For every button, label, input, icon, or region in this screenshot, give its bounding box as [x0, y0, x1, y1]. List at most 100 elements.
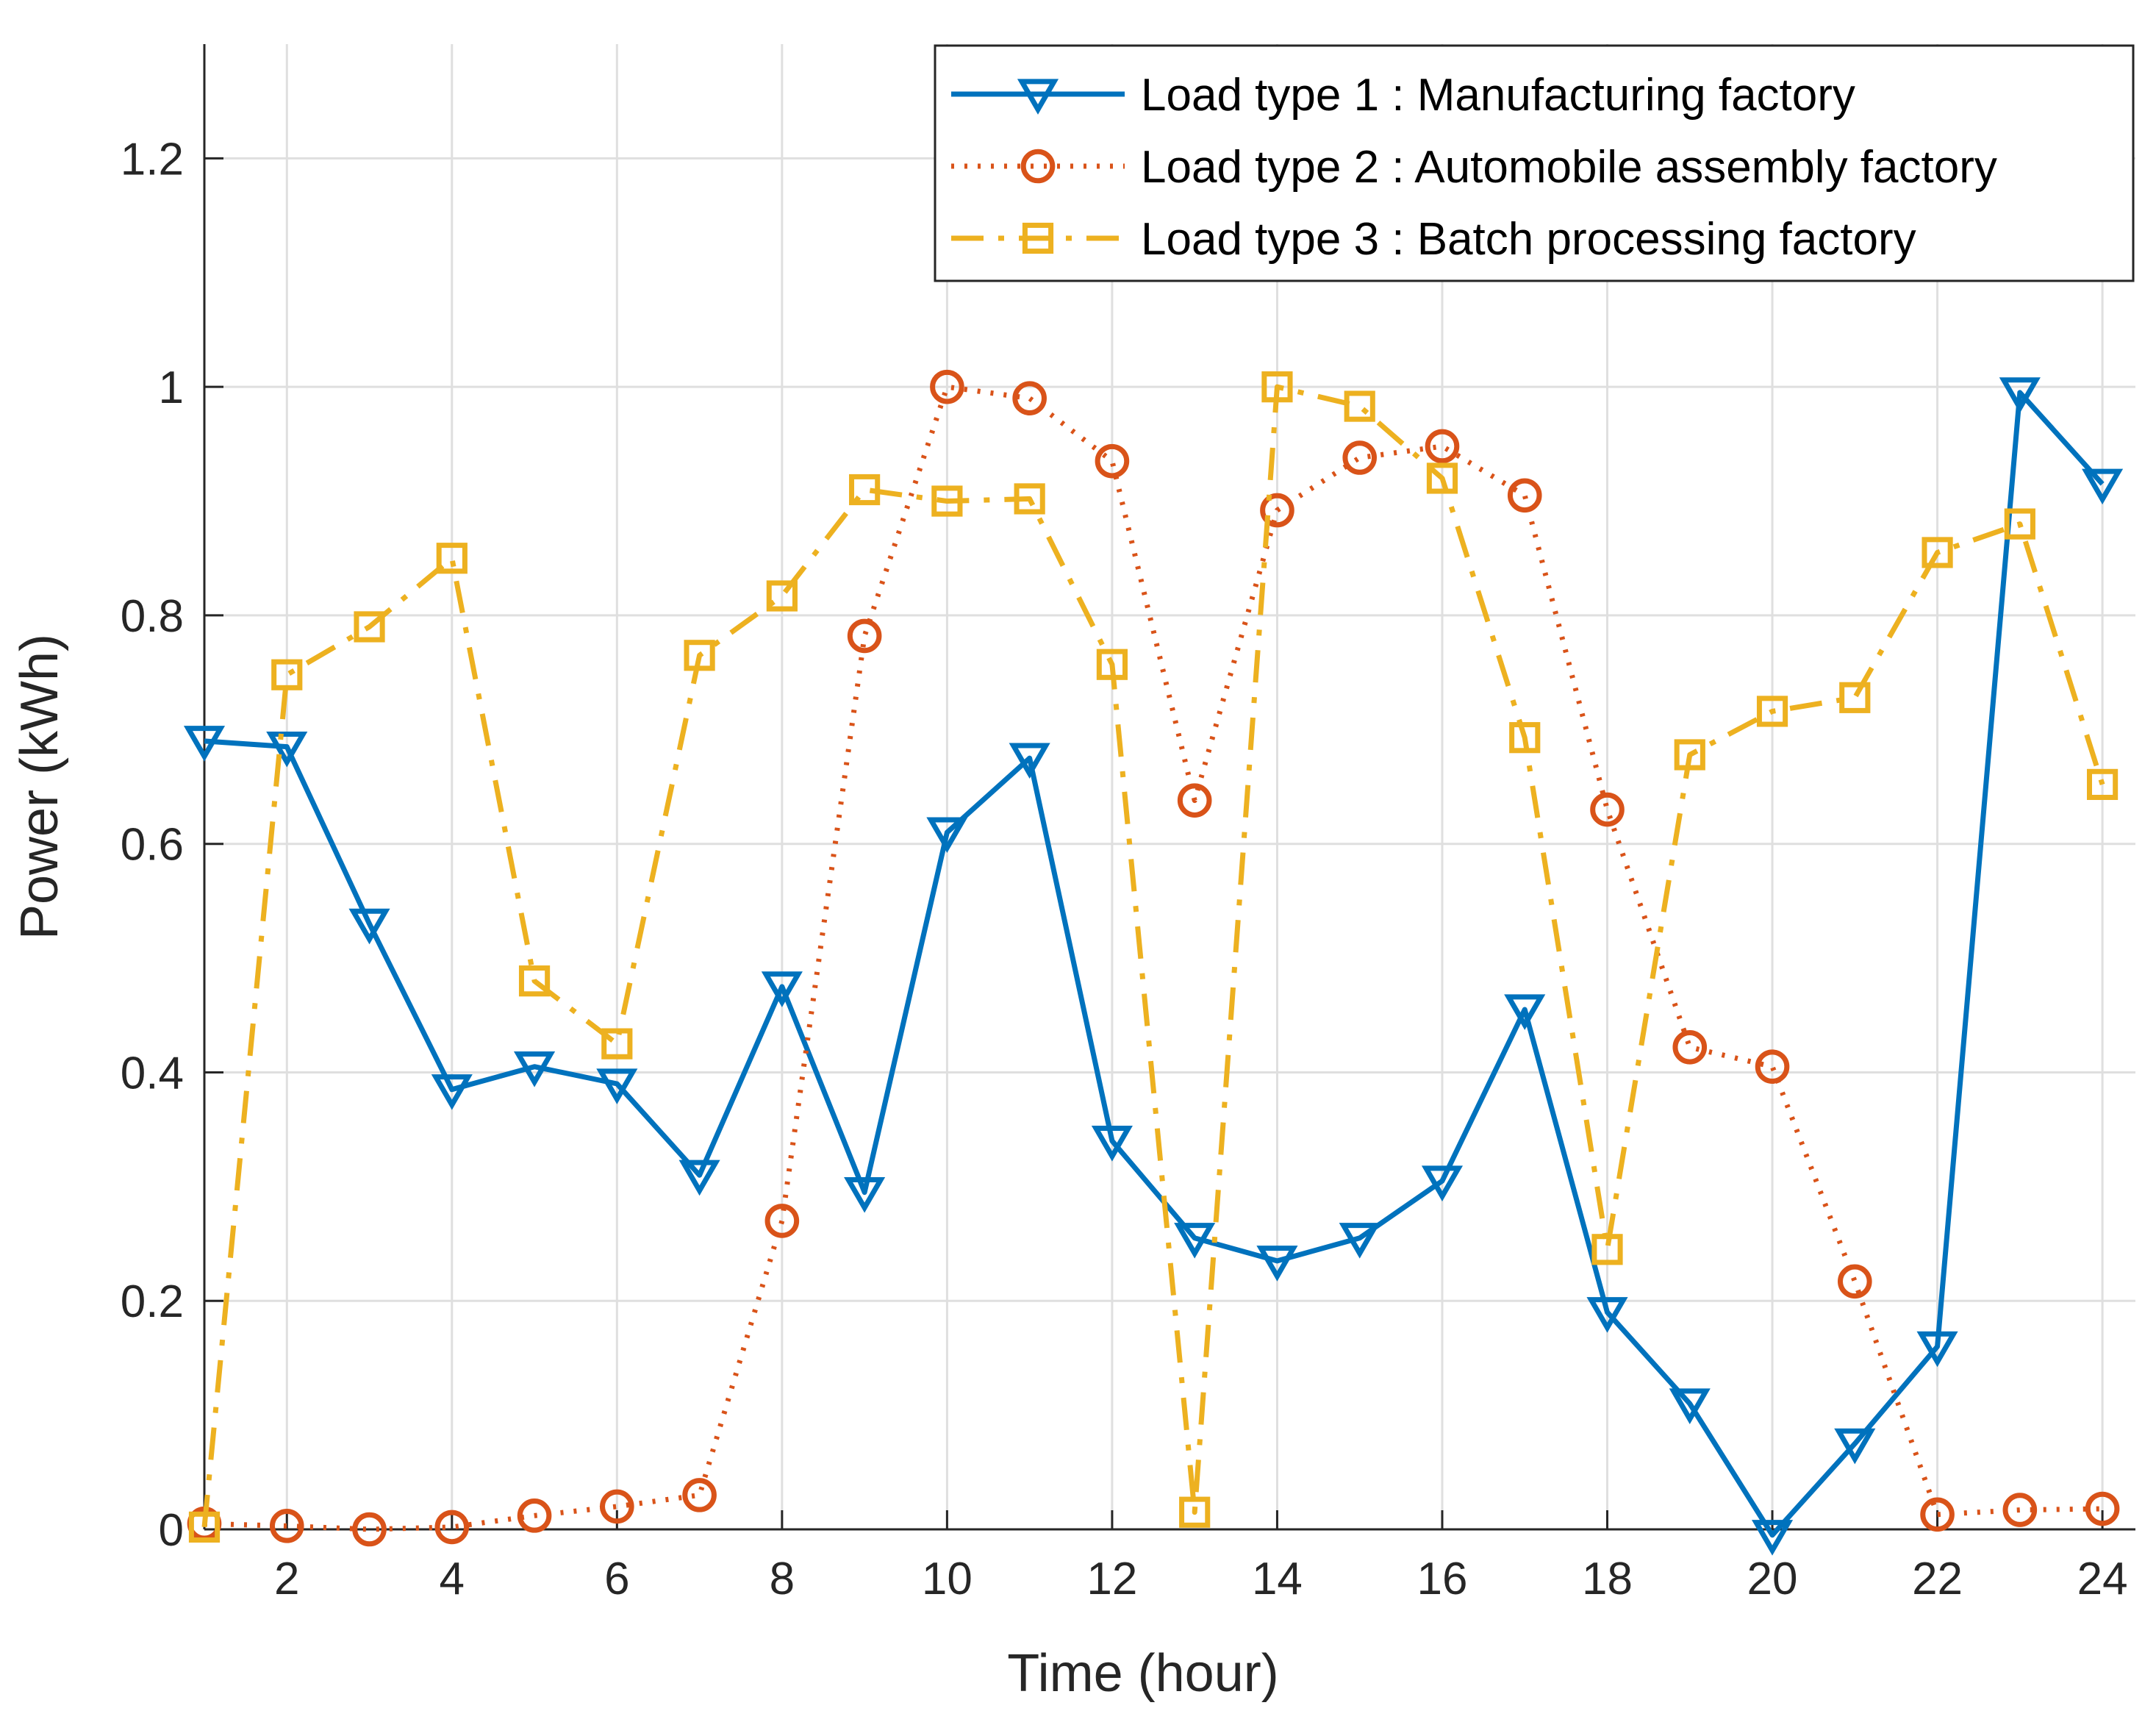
series-2-point: [352, 1512, 387, 1547]
series-1: [183, 377, 2124, 1556]
y-tick-label: 1.2: [121, 134, 184, 185]
series-3-point: [601, 1028, 633, 1060]
series-2-line: [204, 384, 2103, 1532]
series-3-point: [1839, 682, 1871, 713]
series-1-point: [183, 726, 226, 762]
series-3-point: [1591, 1234, 1623, 1265]
legend-box: [934, 44, 2135, 282]
series-1-point: [1174, 1223, 1216, 1259]
series-2-point: [930, 369, 964, 404]
series-1-point: [1751, 1520, 1794, 1556]
series-2-point: [1095, 443, 1130, 479]
y-tick-label: 0.2: [121, 1276, 184, 1327]
series-1-point: [844, 1176, 886, 1213]
series-1-point: [1504, 994, 1546, 1030]
series-3-point: [1756, 696, 1788, 727]
series-1-point: [1586, 1297, 1628, 1333]
series-3-point: [1509, 722, 1541, 754]
series-3-point: [1922, 537, 1953, 568]
series-1-point: [1999, 377, 2041, 413]
series-3-point: [2086, 768, 2119, 800]
series-2-point: [764, 1204, 800, 1238]
x-tick-labels: 2 4 6 8 10 12 14 16 18 20 22 24: [274, 1554, 2128, 1604]
series-2-point: [2085, 1491, 2120, 1526]
series-1-point: [596, 1068, 638, 1104]
x-tick-label: 22: [1912, 1554, 1963, 1604]
x-tick-label: 2: [274, 1554, 299, 1604]
series-2-point: [1837, 1264, 1872, 1299]
series-2-point: [1590, 792, 1625, 827]
series-2-point: [1920, 1497, 1955, 1532]
series-3-point: [1426, 462, 1458, 494]
series-3-point: [1179, 1496, 1211, 1528]
x-tick-label: 24: [2077, 1554, 2128, 1604]
series-1-point: [348, 908, 390, 945]
series-1-point: [1669, 1388, 1711, 1424]
series-3-point: [354, 611, 385, 643]
legend-entry-label: Load type 3 : Batch processing factory: [1141, 214, 1916, 265]
legend-entry-label: Load type 2 : Automobile assembly factor…: [1141, 142, 1997, 193]
series-2-point: [1012, 381, 1047, 415]
series-1-point: [2082, 468, 2124, 505]
x-tick-label: 6: [604, 1554, 629, 1604]
legend: Load type 1 : Manufacturing factory Load …: [934, 44, 2135, 282]
x-tick-label: 14: [1252, 1554, 1303, 1604]
series-2-point: [847, 618, 882, 654]
series-3-point: [849, 474, 881, 506]
y-tick-labels: 0 0.2 0.4 0.6 0.8 1 1.2: [121, 134, 184, 1556]
series-2-point: [434, 1510, 470, 1545]
series-1-point: [1009, 743, 1050, 779]
series-2-point: [1342, 440, 1378, 475]
series-1-point: [1834, 1428, 1876, 1465]
x-tick-label: 8: [770, 1554, 795, 1604]
x-tick-label: 16: [1417, 1554, 1467, 1604]
x-tick-label: 10: [922, 1554, 973, 1604]
series-2-point: [1507, 478, 1542, 513]
series-1-point: [266, 731, 308, 768]
y-tick-label: 0.8: [121, 591, 184, 642]
series-1-point: [1421, 1165, 1464, 1201]
series-2-point: [2002, 1493, 2038, 1527]
series-3-point: [1096, 649, 1128, 680]
series-2-point: [600, 1489, 634, 1524]
series-1-point: [678, 1160, 720, 1196]
series-3: [188, 371, 2119, 1543]
series-2-point: [1177, 783, 1212, 818]
series-3-point: [1674, 739, 1705, 771]
y-tick-label: 0.4: [121, 1048, 184, 1098]
series-2-point: [1672, 1029, 1708, 1065]
series-1-point: [1916, 1331, 1958, 1368]
legend-swatch-marker: [1017, 79, 1059, 115]
y-tick-label: 1: [159, 362, 184, 413]
x-tick-label: 20: [1747, 1554, 1798, 1604]
series-3-point: [188, 1511, 221, 1543]
series-2-point: [517, 1498, 552, 1533]
x-tick-label: 12: [1086, 1554, 1137, 1604]
series-3-point: [684, 640, 715, 671]
series-3-point: [518, 965, 551, 997]
series-3-point: [931, 485, 963, 517]
series-2-point: [1425, 429, 1460, 464]
series-1-point: [431, 1074, 473, 1110]
series-1-point: [926, 817, 968, 854]
legend-swatch-marker: [1020, 149, 1056, 184]
x-axis-title: Time (hour): [1007, 1644, 1278, 1703]
series-3-point: [1344, 390, 1375, 422]
y-tick-label: 0: [159, 1505, 184, 1556]
series-3-point: [2004, 508, 2035, 540]
series-2-point: [269, 1509, 304, 1543]
series-1-line: [204, 390, 2105, 1538]
series-2-point: [1755, 1049, 1790, 1084]
series-3-point: [1014, 483, 1045, 515]
series-3-point: [766, 580, 798, 612]
series-2: [187, 369, 2120, 1547]
series-3-point: [436, 543, 468, 574]
series-3-point: [1261, 371, 1293, 403]
y-tick-label: 0.6: [121, 820, 184, 871]
x-tick-label: 18: [1582, 1554, 1633, 1604]
series-2-point: [1260, 493, 1294, 528]
series-2-point: [682, 1478, 717, 1512]
series-1-point: [1339, 1223, 1380, 1259]
x-tick-label: 4: [440, 1554, 465, 1604]
